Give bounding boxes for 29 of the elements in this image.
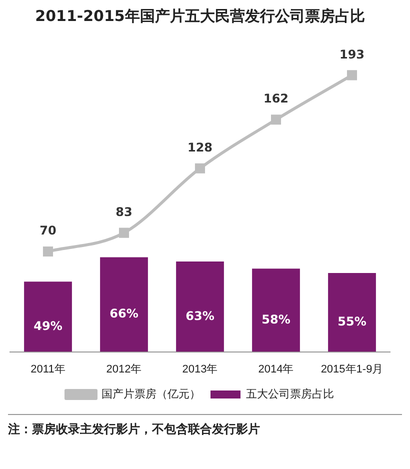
x-tick-label: 2015年1-9月 bbox=[320, 363, 384, 376]
point bbox=[270, 114, 282, 125]
x-tick-label: 2013年 bbox=[182, 363, 218, 376]
bar bbox=[24, 282, 72, 352]
data-label: 66% bbox=[110, 306, 138, 321]
point bbox=[346, 70, 358, 80]
x-tick-label: 2012年 bbox=[106, 363, 142, 376]
point bbox=[42, 246, 54, 257]
data-label: 49% bbox=[34, 318, 62, 333]
data-label: 55% bbox=[338, 314, 366, 329]
x-tick-label: 2011年 bbox=[30, 363, 66, 376]
bar bbox=[176, 262, 224, 352]
point bbox=[118, 228, 130, 238]
legend-label: 五大公司票房占比 bbox=[246, 388, 334, 401]
text: 注：票房收录主发行影片，不包含联合发行影片 bbox=[8, 421, 261, 438]
data-label: 70 bbox=[40, 224, 56, 238]
bar bbox=[328, 272, 376, 352]
chart-title: 2011-2015年国产片五大民营发行公司票房占比 bbox=[35, 6, 365, 25]
data-label: 128 bbox=[187, 140, 213, 154]
data-label: 58% bbox=[262, 312, 290, 326]
data-label: 162 bbox=[263, 92, 289, 106]
legend-label: 国产片票房（亿元） bbox=[102, 388, 200, 401]
bar bbox=[252, 268, 300, 352]
bar bbox=[100, 257, 148, 352]
point bbox=[194, 163, 206, 174]
data-label: 83 bbox=[116, 204, 132, 219]
data-label: 63% bbox=[186, 308, 214, 323]
data-label: 193 bbox=[339, 47, 365, 62]
x-tick-label: 2014年 bbox=[258, 363, 294, 376]
